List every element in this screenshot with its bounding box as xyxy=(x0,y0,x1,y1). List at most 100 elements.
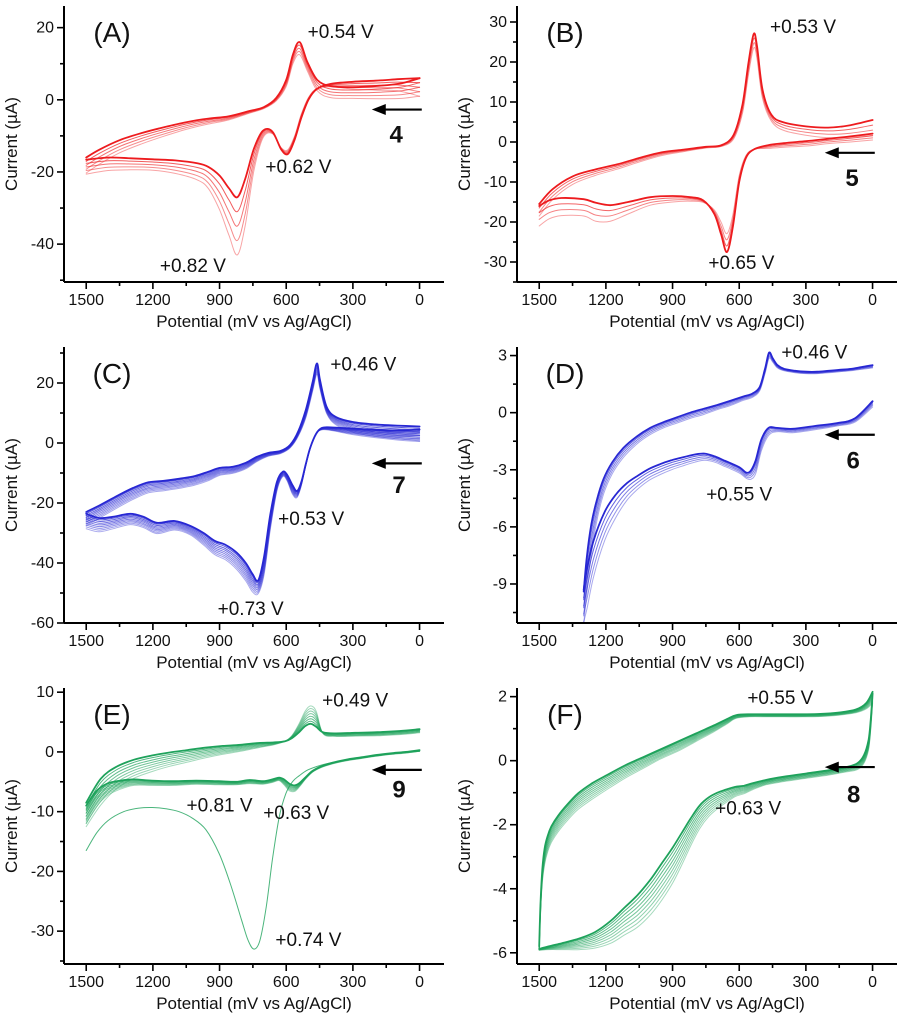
y-tick-label: 10 xyxy=(489,94,507,111)
panel-letter: (A) xyxy=(93,17,130,48)
compound-number: 8 xyxy=(847,781,860,808)
x-tick-label: 300 xyxy=(793,292,820,309)
cv-curve-anodic-sweep xyxy=(582,400,874,591)
cv-curve-anodic-sweep xyxy=(85,373,421,526)
x-tick-label: 1500 xyxy=(521,974,557,991)
y-tick-label: 20 xyxy=(36,375,54,392)
cv-curve-cathodic-sweep xyxy=(85,428,421,591)
y-tick-label: -4 xyxy=(493,881,507,898)
peak-annotation: +0.73 V xyxy=(218,599,284,620)
cv-curve-cathodic-sweep xyxy=(85,750,421,825)
cv-curve-cathodic-sweep xyxy=(583,354,874,609)
x-tick-label: 0 xyxy=(868,974,877,991)
y-tick-label: 0 xyxy=(498,134,507,151)
peak-annotation: +0.63 V xyxy=(263,803,329,824)
cv-curve-cathodic-sweep xyxy=(538,699,874,950)
cv-curve-cathodic-sweep xyxy=(538,132,874,253)
cv-curve-anodic-sweep xyxy=(85,364,421,515)
cv-curve-anodic-sweep xyxy=(85,708,421,824)
peak-annotation: +0.46 V xyxy=(781,343,847,364)
cv-curve-anodic-sweep xyxy=(583,406,874,622)
peak-annotation: +0.63 V xyxy=(715,799,781,820)
cv-curve-cathodic-sweep xyxy=(538,135,874,247)
cv-curve-anodic-sweep xyxy=(85,54,421,174)
cv-curve-cathodic-sweep xyxy=(538,702,874,951)
cv-curves xyxy=(582,351,874,622)
arrow-head-icon xyxy=(371,457,386,469)
x-tick-label: 900 xyxy=(659,633,686,650)
peak-annotation: +0.54 V xyxy=(308,22,374,43)
compound-number: 7 xyxy=(392,472,405,499)
y-tick-label: 0 xyxy=(45,92,54,109)
y-tick-label: 10 xyxy=(36,684,54,701)
cv-curve-anodic-sweep xyxy=(538,32,874,205)
y-axis-title: Current (µA) xyxy=(2,97,21,191)
x-tick-label: 900 xyxy=(206,292,233,309)
cv-curve-cathodic-sweep xyxy=(85,427,421,584)
peak-annotation: +0.55 V xyxy=(747,688,813,709)
panel-F: 1500 1200 900 600 300 0 2 0 -2 -4 -6 Potential (mV … xyxy=(453,682,906,1023)
y-tick-label: -20 xyxy=(31,863,54,880)
x-tick-label: 600 xyxy=(273,633,300,650)
x-tick-label: 300 xyxy=(340,974,367,991)
x-tick-label: 1200 xyxy=(135,292,171,309)
x-tick-label: 0 xyxy=(415,633,424,650)
arrow-head-icon xyxy=(371,764,386,776)
x-tick-label: 900 xyxy=(206,974,233,991)
x-tick-label: 1200 xyxy=(588,633,624,650)
x-axis-title: Potential (mV vs Ag/AgCl) xyxy=(609,653,805,672)
cv-curve-cathodic-sweep xyxy=(85,427,421,589)
x-axis-title: Potential (mV vs Ag/AgCl) xyxy=(609,994,805,1013)
peak-annotation: +0.53 V xyxy=(278,509,344,530)
x-axis-title: Potential (mV vs Ag/AgCl) xyxy=(156,312,352,331)
x-tick-label: 600 xyxy=(273,974,300,991)
y-tick-label: 2 xyxy=(498,689,507,706)
panel-F-chart: 1500 1200 900 600 300 0 2 0 -2 -4 -6 Potential (mV … xyxy=(455,688,897,1013)
cv-curve-anodic-sweep xyxy=(538,698,874,951)
x-axis-title: Potential (mV vs Ag/AgCl) xyxy=(156,653,352,672)
cv-curve-anodic-sweep xyxy=(538,42,874,213)
x-tick-label: 1200 xyxy=(588,974,624,991)
y-tick-label: -30 xyxy=(31,923,54,940)
cv-curve-anodic-sweep xyxy=(85,365,421,516)
peak-annotation: +0.81 V xyxy=(187,796,253,817)
compound-number: 4 xyxy=(390,121,404,148)
y-tick-label: 30 xyxy=(489,14,507,31)
panel-E: 1500 1200 900 600 300 0 10 0 -10 -20 -30 Potential … xyxy=(0,682,453,1023)
x-tick-label: 300 xyxy=(793,633,820,650)
x-tick-label: 600 xyxy=(273,292,300,309)
x-tick-label: 0 xyxy=(415,292,424,309)
x-tick-label: 1500 xyxy=(68,292,104,309)
panel-E-chart: 1500 1200 900 600 300 0 10 0 -10 -20 -30 Potential … xyxy=(2,684,444,1013)
cv-curve-cathodic-sweep xyxy=(583,353,874,601)
y-axis-title: Current (µA) xyxy=(455,779,474,873)
cv-curve-anodic-sweep xyxy=(538,46,874,217)
compound-number: 6 xyxy=(847,447,860,474)
y-tick-label: 20 xyxy=(489,54,507,71)
x-tick-label: 600 xyxy=(726,974,753,991)
x-tick-label: 1500 xyxy=(521,633,557,650)
cv-curve-anodic-sweep xyxy=(538,700,874,951)
x-tick-label: 1200 xyxy=(135,633,171,650)
peak-annotation: +0.62 V xyxy=(265,157,331,178)
x-tick-label: 900 xyxy=(659,292,686,309)
cv-curve-cathodic-sweep xyxy=(85,428,421,594)
y-tick-label: 0 xyxy=(45,435,54,452)
x-axis-title: Potential (mV vs Ag/AgCl) xyxy=(609,312,805,331)
y-tick-label: -9 xyxy=(493,576,507,593)
arrow-head-icon xyxy=(824,147,839,159)
cv-curve-anodic-sweep xyxy=(85,713,421,817)
y-tick-label: -40 xyxy=(31,555,54,572)
panel-A: 1500 1200 900 600 300 0 20 0 -20 -40 Potential (mV… xyxy=(0,0,453,341)
panel-letter: (C) xyxy=(93,358,132,389)
panel-letter: (B) xyxy=(546,17,583,48)
panel-C: 1500 1200 900 600 300 0 20 0 -20 -40 -60 Potential … xyxy=(0,341,453,682)
cv-curve-cathodic-sweep xyxy=(85,86,421,256)
y-tick-label: -6 xyxy=(493,945,507,962)
x-tick-label: 600 xyxy=(726,292,753,309)
x-tick-label: 300 xyxy=(340,292,367,309)
cv-curve-cathodic-sweep xyxy=(85,428,421,592)
y-axis-title: Current (µA) xyxy=(2,779,21,873)
cv-curve-cathodic-sweep xyxy=(538,701,874,950)
